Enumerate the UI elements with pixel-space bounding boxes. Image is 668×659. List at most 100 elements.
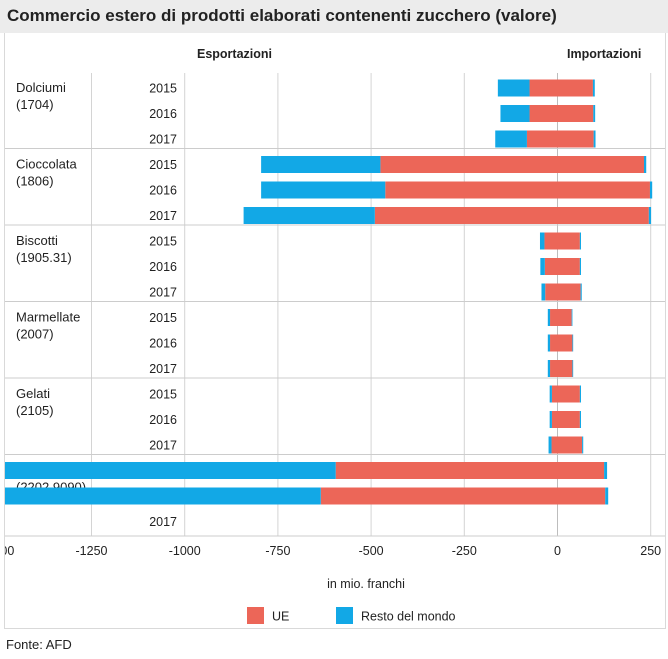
bar-import-ue xyxy=(557,156,644,173)
bar-import-ue xyxy=(557,130,594,148)
bar-export-ue xyxy=(544,232,558,250)
bar-export-resto xyxy=(5,487,321,505)
bar-import-ue xyxy=(557,79,593,97)
bar-import-resto xyxy=(604,462,608,479)
bar-export-resto xyxy=(549,411,552,428)
bar-import-ue xyxy=(557,360,573,377)
x-tick-label: -250 xyxy=(452,544,477,558)
bar-import-ue xyxy=(557,283,581,301)
bar-export-ue xyxy=(550,360,558,377)
bar-import-ue xyxy=(557,334,573,352)
header-imports: Importazioni xyxy=(567,47,641,61)
bar-export-resto xyxy=(548,436,552,454)
bar-export-resto xyxy=(540,258,545,275)
group-label: Biscotti xyxy=(16,233,58,248)
bar-import-resto xyxy=(579,232,581,250)
year-label: 2017 xyxy=(149,439,177,453)
year-label: 2017 xyxy=(149,286,177,300)
year-label: 2016 xyxy=(149,413,177,427)
year-label: 2017 xyxy=(149,515,177,529)
chart-title: Commercio estero di prodotti elaborati c… xyxy=(7,6,557,25)
bar-export-resto xyxy=(497,79,530,97)
bar-export-ue xyxy=(526,130,558,148)
group-code: (2007) xyxy=(16,327,54,342)
bar-export-ue xyxy=(380,156,558,173)
bar-import-ue xyxy=(557,411,580,428)
year-label: 2015 xyxy=(149,158,177,172)
bar-import-resto xyxy=(572,360,574,377)
legend-label-resto: Resto del mondo xyxy=(361,610,456,624)
bar-import-resto xyxy=(582,436,584,454)
year-label: 2017 xyxy=(149,133,177,147)
bar-export-ue xyxy=(335,462,558,479)
bar-import-resto xyxy=(580,283,582,301)
bar-export-resto xyxy=(243,207,375,224)
bar-export-ue xyxy=(544,258,558,275)
group-code: (1704) xyxy=(16,97,54,112)
bar-export-ue xyxy=(551,385,558,403)
year-label: 2016 xyxy=(149,337,177,351)
year-label: 2016 xyxy=(149,184,177,198)
group-label: Dolciumi xyxy=(16,80,66,95)
year-label: 2015 xyxy=(149,235,177,249)
legend-label-ue: UE xyxy=(272,610,289,624)
group-label: Gelati xyxy=(16,386,50,401)
bar-import-resto xyxy=(593,105,596,122)
bar-export-resto xyxy=(495,130,527,148)
bar-export-ue xyxy=(550,334,558,352)
bar-export-resto xyxy=(541,283,546,301)
bar-import-ue xyxy=(557,207,649,224)
legend-swatch-resto xyxy=(336,607,353,624)
x-axis-label: in mio. franchi xyxy=(327,577,405,591)
bar-import-resto xyxy=(571,309,573,326)
bar-export-ue xyxy=(551,411,558,428)
bar-export-ue xyxy=(374,207,558,224)
bar-import-resto xyxy=(592,79,595,97)
title-bar: Commercio estero di prodotti elaborati c… xyxy=(0,0,668,33)
bar-import-resto xyxy=(605,487,609,505)
x-tick-label: -1500 xyxy=(5,544,14,558)
year-label: 2017 xyxy=(149,209,177,223)
source-note: Fonte: AFD xyxy=(6,637,72,652)
year-label: 2016 xyxy=(149,260,177,274)
bar-export-ue xyxy=(551,436,558,454)
bar-export-resto xyxy=(261,181,386,199)
bar-export-resto xyxy=(539,232,545,250)
bar-import-resto xyxy=(579,258,581,275)
x-tick-label: -1250 xyxy=(76,544,108,558)
bar-export-resto xyxy=(500,105,530,122)
bar-import-ue xyxy=(557,105,594,122)
bar-import-ue xyxy=(557,462,605,479)
chart-panel: Esportazioni Importazioni Dolciumi (1704) 20… xyxy=(4,33,666,629)
x-tick-label: -750 xyxy=(265,544,290,558)
bar-import-ue xyxy=(557,309,572,326)
bar-import-resto xyxy=(593,130,596,148)
bar-import-resto xyxy=(579,385,581,403)
year-label: 2015 xyxy=(149,388,177,402)
bar-import-resto xyxy=(648,207,652,224)
chart-svg: Esportazioni Importazioni Dolciumi (1704) 20… xyxy=(5,47,665,624)
group-code: (1806) xyxy=(16,174,54,189)
bar-export-resto xyxy=(5,462,336,479)
bar-export-ue xyxy=(545,283,558,301)
bar-export-resto xyxy=(547,309,551,326)
header-exports: Esportazioni xyxy=(197,47,272,61)
bar-import-resto xyxy=(572,334,574,352)
group-code: (2105) xyxy=(16,403,54,418)
legend-swatch-ue xyxy=(247,607,264,624)
bar-import-ue xyxy=(557,385,580,403)
x-tick-label: 250 xyxy=(640,544,661,558)
group-label: Marmellate xyxy=(16,310,80,325)
year-label: 2015 xyxy=(149,82,177,96)
x-tick-label: 0 xyxy=(554,544,561,558)
year-label: 2017 xyxy=(149,362,177,376)
bar-export-ue xyxy=(529,79,558,97)
bar-export-ue xyxy=(385,181,558,199)
x-tick-label: -1000 xyxy=(169,544,201,558)
bar-export-resto xyxy=(547,334,551,352)
bar-export-ue xyxy=(550,309,558,326)
bar-import-ue xyxy=(557,258,580,275)
bar-export-resto xyxy=(549,385,552,403)
bar-import-resto xyxy=(579,411,581,428)
